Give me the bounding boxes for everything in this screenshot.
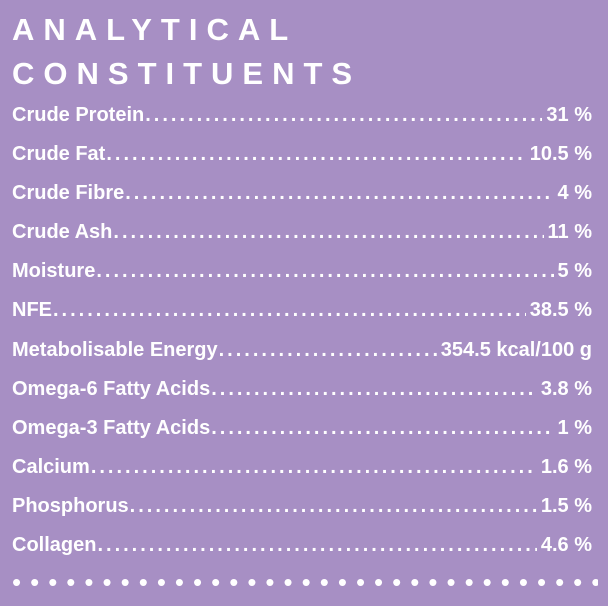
dotted-divider: •••••••••••••••••••••••••••••••••••••••• [12, 570, 598, 594]
dot-leader: ........................................… [53, 299, 526, 322]
constituent-value: 354.5 kcal/100 g [440, 338, 592, 361]
constituent-label: NFE [12, 299, 52, 322]
constituent-label: Crude Fat [12, 143, 106, 166]
dot-leader: ........................................… [145, 104, 542, 126]
constituent-value: 1.5 % [540, 494, 592, 517]
list-item: Collagen ...............................… [12, 526, 592, 565]
constituent-label: Collagen [12, 534, 97, 557]
constituent-value: 4.6 % [540, 534, 592, 557]
constituent-value: 3.8 % [540, 377, 592, 400]
dot-leader: ........................................… [96, 260, 553, 283]
constituent-value: 1 % [557, 416, 592, 439]
list-item: Omega-6 Fatty Acids ....................… [12, 370, 592, 409]
list-item: Crude Fibre ............................… [12, 174, 592, 213]
constituent-label: Phosphorus [12, 494, 129, 517]
list-item: Phosphorus .............................… [12, 487, 592, 526]
constituent-label: Crude Fibre [12, 182, 125, 205]
constituent-value: 4 % [557, 182, 592, 205]
constituent-label: Calcium [12, 455, 90, 478]
dot-leader: ........................................… [113, 221, 543, 244]
list-item: NFE ....................................… [12, 291, 592, 330]
constituent-value: 10.5 % [529, 143, 592, 166]
constituent-label: Omega-3 Fatty Acids [12, 416, 211, 439]
constituent-label: Crude Ash [12, 221, 113, 244]
constituent-value: 31 % [546, 104, 592, 126]
list-item: Moisture ...............................… [12, 252, 592, 291]
constituent-value: 1.6 % [540, 455, 592, 478]
constituent-value: 38.5 % [529, 299, 592, 322]
list-item: Calcium ................................… [12, 448, 592, 487]
dot-leader: ........................................… [129, 494, 537, 517]
dot-leader: ........................................… [211, 377, 537, 400]
list-item: Crude Protein ..........................… [12, 96, 592, 135]
constituent-value: 11 % [547, 221, 592, 244]
list-item: Crude Fat ..............................… [12, 135, 592, 174]
list-item: Omega-3 Fatty Acids ....................… [12, 409, 592, 448]
list-item: Metabolisable Energy ...................… [12, 331, 592, 370]
dot-leader: ........................................… [106, 143, 526, 166]
constituent-value: 5 % [557, 260, 592, 283]
constituent-label: Omega-6 Fatty Acids [12, 377, 211, 400]
constituent-label: Moisture [12, 260, 96, 283]
dot-leader: ........................................… [218, 338, 437, 361]
page-title: ANALYTICAL CONSTITUENTS [12, 8, 361, 96]
dot-leader: ........................................… [211, 416, 554, 439]
dot-leader: ........................................… [97, 534, 536, 557]
constituents-list: Crude Protein ..........................… [12, 96, 592, 565]
title-line-1: ANALYTICAL [12, 12, 298, 47]
constituent-label: Crude Protein [12, 104, 145, 126]
title-line-2: CONSTITUENTS [12, 56, 362, 91]
constituent-label: Metabolisable Energy [12, 338, 218, 361]
dot-leader: ........................................… [90, 455, 537, 478]
dot-leader: ........................................… [125, 182, 554, 205]
list-item: Crude Ash ..............................… [12, 213, 592, 252]
